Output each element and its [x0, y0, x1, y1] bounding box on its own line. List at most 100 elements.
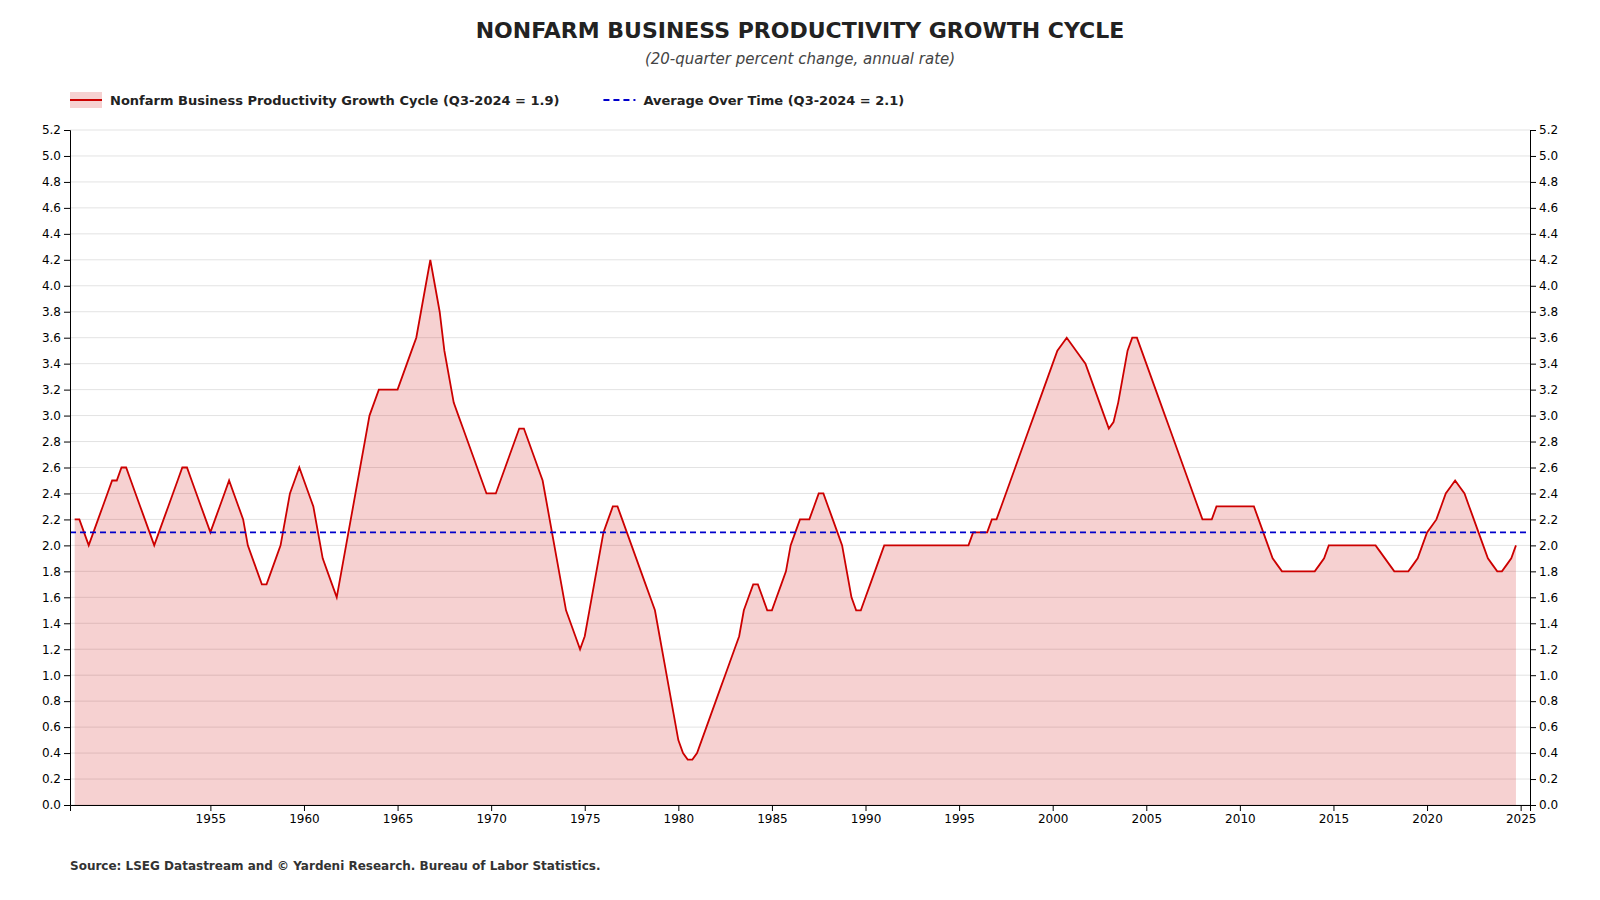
tick-label: 1965	[383, 812, 414, 826]
tick-mark	[491, 805, 492, 811]
tick: 1995	[944, 805, 975, 826]
tick: 2010	[1225, 805, 1256, 826]
tick-label: 1970	[476, 812, 507, 826]
tick-mark	[64, 597, 70, 598]
reference-line	[70, 532, 1530, 534]
tick-mark	[64, 779, 70, 780]
y-axis: 0.00.20.40.60.81.01.21.41.61.82.02.22.42…	[42, 123, 71, 812]
tick-label: 1.0	[42, 669, 61, 683]
tick-mark	[1240, 805, 1241, 811]
grid-line	[70, 337, 1530, 338]
tick-label: 2015	[1319, 812, 1350, 826]
tick-mark	[64, 130, 70, 131]
tick-mark	[1530, 234, 1536, 235]
tick-mark	[1530, 805, 1536, 806]
tick-mark	[64, 805, 70, 806]
line	[75, 260, 1516, 760]
tick: 3.8	[42, 305, 70, 319]
tick-mark	[1530, 364, 1536, 365]
legend-swatch	[70, 92, 102, 108]
tick-mark	[1530, 260, 1536, 261]
tick: 1.4	[1530, 617, 1558, 631]
tick-label: 1.0	[1539, 669, 1558, 683]
tick-mark	[1530, 597, 1536, 598]
tick: 4.8	[1530, 175, 1558, 189]
axis-line	[71, 806, 1531, 812]
tick: 1.2	[42, 643, 70, 657]
tick: 3.4	[1530, 357, 1558, 371]
tick-mark	[1530, 286, 1536, 287]
tick-label: 1.6	[42, 591, 61, 605]
tick: 3.6	[42, 331, 70, 345]
tick-label: 1985	[757, 812, 788, 826]
tick-label: 2.4	[42, 487, 61, 501]
tick-mark	[1530, 156, 1536, 157]
tick: 0.6	[42, 720, 70, 734]
tick-label: 4.8	[42, 175, 61, 189]
legend-item: Average Over Time (Q3-2024 = 2.1)	[603, 93, 904, 108]
tick-label: 5.0	[1539, 149, 1558, 163]
grid-line	[70, 285, 1530, 286]
grid-line	[70, 467, 1530, 468]
tick: 1.4	[42, 617, 70, 631]
tick: 3.4	[42, 357, 70, 371]
tick: 1985	[757, 805, 788, 826]
tick: 2.2	[1530, 513, 1558, 527]
tick-mark	[1530, 312, 1536, 313]
tick: 2.0	[1530, 539, 1558, 553]
tick-label: 5.2	[1539, 123, 1558, 137]
tick-label: 2.8	[42, 435, 61, 449]
tick-mark	[64, 364, 70, 365]
tick-label: 2025	[1506, 812, 1537, 826]
tick-mark	[64, 416, 70, 417]
tick-label: 2.6	[42, 461, 61, 475]
tick: 1.8	[42, 565, 70, 579]
tick-label: 3.0	[1539, 409, 1558, 423]
tick-label: 3.4	[42, 357, 61, 371]
tick-mark	[304, 805, 305, 811]
tick-mark	[64, 468, 70, 469]
legend-item: Nonfarm Business Productivity Growth Cyc…	[70, 92, 559, 108]
tick: 4.6	[1530, 201, 1558, 215]
tick-mark	[64, 649, 70, 650]
tick-label: 2.8	[1539, 435, 1558, 449]
tick: 1.6	[1530, 591, 1558, 605]
grid-line	[70, 363, 1530, 364]
legend-label: Nonfarm Business Productivity Growth Cyc…	[110, 93, 559, 108]
tick-mark	[64, 753, 70, 754]
tick: 5.2	[1530, 123, 1558, 137]
legend-label: Average Over Time (Q3-2024 = 2.1)	[643, 93, 904, 108]
tick: 4.6	[42, 201, 70, 215]
tick: 4.8	[42, 175, 70, 189]
tick-label: 1.4	[1539, 617, 1558, 631]
grid-line	[70, 259, 1530, 260]
chart-container: 1955196019651970197519801985199019952000…	[0, 0, 1600, 900]
tick-label: 2.6	[1539, 461, 1558, 475]
tick-label: 3.6	[42, 331, 61, 345]
tick-label: 2010	[1225, 812, 1256, 826]
tick-label: 1.8	[42, 565, 61, 579]
tick-label: 4.6	[42, 201, 61, 215]
tick: 4.2	[1530, 253, 1558, 267]
tick-mark	[64, 571, 70, 572]
grid-line	[70, 311, 1530, 312]
tick-mark	[64, 675, 70, 676]
tick-mark	[64, 493, 70, 494]
tick: 1980	[664, 805, 695, 826]
tick-mark	[1530, 208, 1536, 209]
tick-label: 0.8	[1539, 694, 1558, 708]
tick-label: 1975	[570, 812, 601, 826]
tick: 4.2	[42, 253, 70, 267]
tick-mark	[1530, 390, 1536, 391]
tick: 2.8	[1530, 435, 1558, 449]
tick-mark	[64, 442, 70, 443]
tick-label: 3.4	[1539, 357, 1558, 371]
x-axis: 1955196019651970197519801985199019952000…	[71, 805, 1537, 826]
tick-label: 0.2	[1539, 772, 1558, 786]
tick: 3.8	[1530, 305, 1558, 319]
tick-label: 1.6	[1539, 591, 1558, 605]
grid-line	[70, 441, 1530, 442]
tick: 2.8	[42, 435, 70, 449]
tick-mark	[1521, 805, 1522, 811]
grid-line	[70, 181, 1530, 182]
